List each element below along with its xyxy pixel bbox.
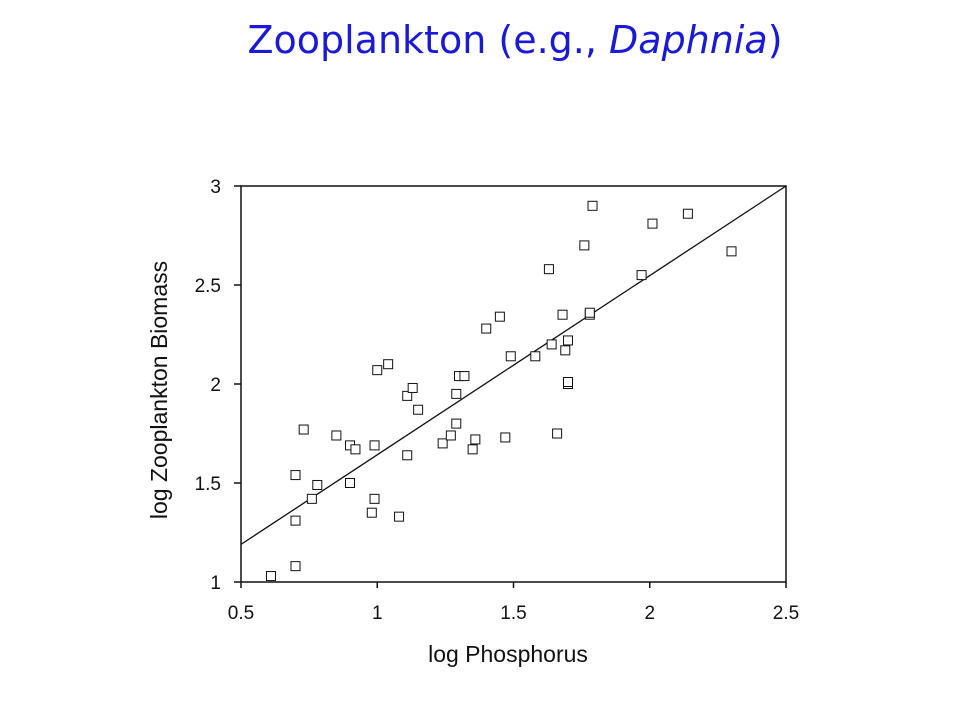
x-tick-label: 1 — [372, 603, 383, 624]
data-point — [481, 323, 492, 334]
y-tick-label: 1.5 — [195, 474, 221, 495]
data-point — [383, 359, 394, 370]
data-point — [543, 264, 554, 275]
data-point — [312, 479, 323, 490]
data-point — [407, 382, 418, 393]
data-point — [579, 240, 590, 251]
data-point — [563, 335, 573, 346]
data-point — [413, 404, 424, 415]
data-point — [563, 377, 573, 388]
x-tick-label: 1.5 — [500, 603, 526, 624]
data-point — [557, 309, 568, 320]
data-point — [494, 311, 505, 322]
data-point — [647, 218, 658, 229]
ticks-group: 0.5 1 1.5 2 2.5 1 1.5 2 2.5 3 — [195, 177, 800, 624]
title-main: Zooplankton (e.g., — [247, 18, 610, 62]
fit-line — [240, 185, 787, 545]
data-point — [500, 432, 511, 443]
data-point — [451, 418, 462, 429]
data-point — [584, 307, 595, 318]
data-point — [402, 450, 413, 461]
data-point — [437, 438, 448, 449]
data-point — [306, 493, 317, 504]
data-point — [470, 434, 481, 445]
points-group — [265, 200, 737, 582]
data-point — [445, 430, 456, 441]
x-axis-label: log Phosphorus — [428, 641, 588, 667]
data-point — [369, 440, 380, 451]
plot-frame — [240, 185, 787, 583]
chart-title: Zooplankton (e.g., Daphnia) — [0, 18, 960, 62]
data-point — [298, 424, 309, 435]
y-tick-label: 2.5 — [195, 276, 221, 297]
data-point — [530, 351, 541, 362]
data-point — [345, 478, 355, 488]
data-point — [366, 507, 377, 518]
data-point — [560, 345, 571, 356]
data-point — [394, 511, 405, 522]
data-point — [402, 390, 413, 401]
data-point — [726, 246, 737, 257]
data-point — [546, 339, 557, 350]
data-point — [331, 430, 342, 441]
data-point — [290, 561, 301, 572]
y-axis-label: log Zooplankton Biomass — [146, 261, 172, 519]
data-point — [552, 428, 563, 439]
data-point — [467, 444, 478, 455]
data-point — [505, 351, 516, 362]
data-point — [350, 444, 361, 455]
data-point — [372, 365, 383, 376]
data-point — [636, 270, 647, 281]
data-point — [451, 388, 462, 399]
y-tick-label: 2 — [210, 375, 221, 396]
data-point — [369, 493, 380, 504]
data-point — [587, 200, 598, 211]
data-point — [682, 208, 693, 219]
x-tick-label: 2.5 — [773, 603, 799, 624]
title-close: ) — [767, 18, 783, 62]
data-point — [290, 515, 301, 526]
x-tick-label: 0.5 — [228, 603, 254, 624]
data-point — [265, 571, 276, 582]
title-italic: Daphnia — [609, 18, 768, 62]
data-point — [290, 470, 301, 481]
x-tick-label: 2 — [644, 603, 655, 624]
y-tick-label: 1 — [210, 573, 221, 594]
data-point — [459, 371, 470, 382]
y-tick-label: 3 — [210, 177, 221, 198]
